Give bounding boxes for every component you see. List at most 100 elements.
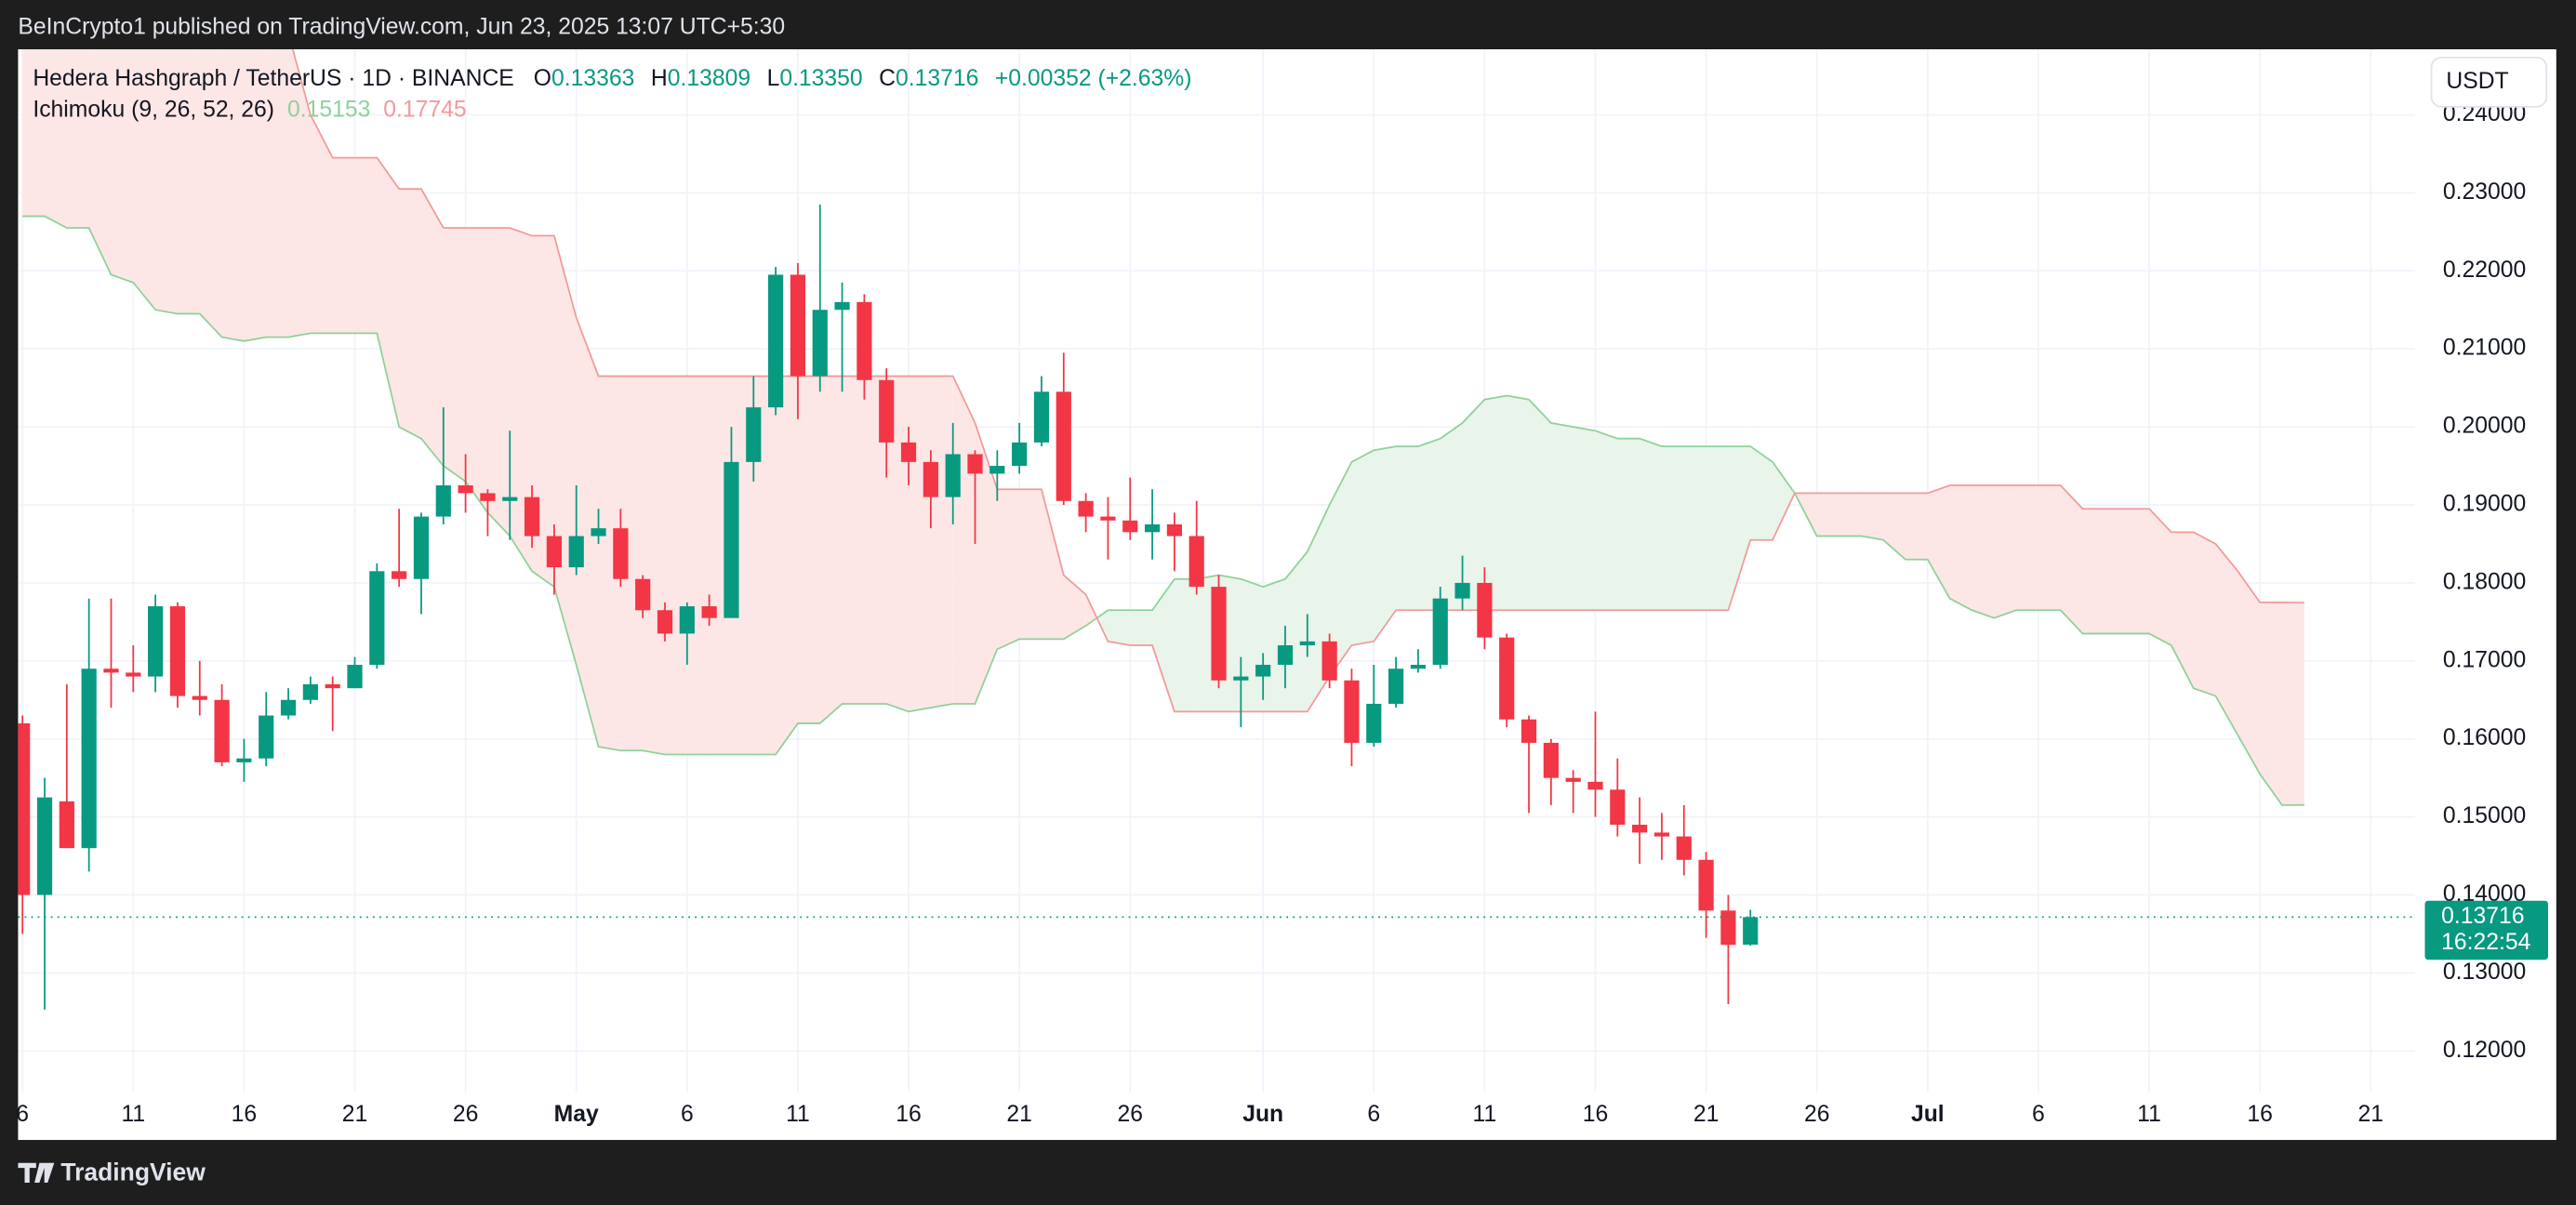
candle-body — [59, 801, 74, 849]
cloud-fill — [797, 376, 820, 723]
cloud-fill — [1816, 493, 1839, 536]
span-b-value: 0.17745 — [383, 97, 466, 122]
cloud-fill — [2060, 485, 2083, 634]
candle-body — [1632, 825, 1648, 833]
x-tick-label: May — [554, 1102, 599, 1127]
logo-icon — [18, 1162, 55, 1183]
y-tick-label: 0.13000 — [2443, 960, 2526, 985]
candle-body — [989, 466, 1005, 474]
candle-body — [657, 610, 673, 634]
cloud-fill — [1396, 446, 1418, 611]
indicator-name: Ichimoku — [33, 97, 125, 122]
cloud-fill — [310, 114, 333, 334]
x-tick-label: 16 — [232, 1102, 257, 1127]
cloud-fill — [2237, 571, 2261, 775]
cloud-fill — [1085, 594, 1097, 627]
cloud-fill — [2149, 509, 2171, 646]
candle-body — [524, 497, 540, 536]
cloud-fill — [1152, 578, 1175, 712]
cloud-fill — [1462, 399, 1485, 611]
cloud-fill — [199, 48, 222, 338]
cloud-fill — [111, 48, 134, 283]
cloud-fill — [1728, 446, 1751, 611]
cloud-fill — [399, 189, 421, 439]
candle-body — [1166, 523, 1182, 536]
cloud-fill — [2260, 602, 2282, 806]
cloud-fill — [2105, 509, 2128, 634]
cloud-fill — [332, 157, 355, 334]
candle-body — [1388, 669, 1404, 704]
candle-body — [236, 758, 252, 762]
cloud-fill — [1241, 578, 1264, 712]
candle-body — [435, 485, 451, 517]
cloud-fill — [776, 376, 798, 755]
cloud-fill — [2281, 602, 2304, 806]
candle-body — [1720, 910, 1736, 946]
candle-body — [18, 722, 31, 895]
cloud-fill — [1994, 485, 2017, 618]
candle-body — [392, 571, 407, 579]
candle-body — [259, 715, 274, 759]
currency-label[interactable]: USDT — [2446, 69, 2508, 94]
cloud-fill — [753, 376, 777, 755]
indicator-legend: Ichimoku (9, 26, 52, 26) 0.15153 0.17745 — [33, 97, 466, 122]
candle-body — [1233, 676, 1249, 681]
candle-body — [746, 407, 762, 462]
y-tick-label: 0.23000 — [2443, 179, 2526, 205]
cloud-fill — [1949, 485, 1972, 611]
y-tick-label: 0.18000 — [2443, 569, 2526, 594]
x-tick-label: 6 — [16, 1102, 29, 1127]
y-tick-label: 0.12000 — [2443, 1038, 2526, 1063]
candle-body — [1698, 859, 1714, 911]
high-key: H — [651, 65, 668, 90]
cloud-fill — [1661, 446, 1684, 611]
candle-body — [1188, 536, 1204, 588]
axes: 0.120000.130000.140000.150000.160000.170… — [16, 101, 2548, 1127]
candle-body — [103, 669, 119, 673]
cloud-fill — [465, 228, 488, 513]
cloud-fill — [1683, 446, 1706, 611]
cloud-fill — [952, 376, 976, 704]
cloud-fill — [1374, 446, 1397, 642]
cloud-fill — [2127, 509, 2150, 634]
candle-body — [1653, 832, 1670, 837]
candle-body — [591, 528, 606, 536]
candle-body — [1321, 641, 1337, 681]
cloud-fill — [133, 48, 156, 311]
candle-body — [1033, 391, 1050, 443]
cloud-fill — [221, 48, 245, 341]
candle-body — [679, 606, 695, 634]
candle-body — [635, 578, 651, 611]
candle-body — [879, 379, 895, 443]
candle-body — [856, 301, 872, 380]
candle-body — [1344, 680, 1360, 743]
candle-body — [413, 516, 430, 579]
cloud-fill — [1284, 551, 1308, 712]
cloud-fill — [1640, 438, 1662, 611]
x-tick-label: 6 — [1367, 1102, 1380, 1127]
candle-body — [1122, 520, 1138, 533]
cloud-fill — [819, 376, 843, 723]
cloud-fill — [1529, 399, 1551, 611]
x-tick-label: 26 — [453, 1102, 478, 1127]
symbol: Hedera Hashgraph / TetherUS · 1D · BINAN… — [33, 65, 513, 90]
cloud-fill — [1507, 395, 1530, 611]
candle-body — [1454, 582, 1470, 599]
candle-body — [81, 669, 97, 849]
x-tick-label: Jun — [1242, 1102, 1283, 1127]
y-tick-label: 0.20000 — [2443, 414, 2526, 439]
cloud-fill — [45, 48, 67, 229]
close-key: C — [879, 65, 896, 90]
ichimoku-cloud — [22, 48, 2304, 806]
y-tick-label: 0.21000 — [2443, 336, 2526, 361]
countdown-label: 16:22:54 — [2441, 930, 2530, 955]
candle-body — [900, 442, 917, 462]
candle-body — [1056, 391, 1071, 501]
currency-button[interactable] — [2430, 56, 2548, 108]
cloud-fill — [2171, 532, 2194, 689]
cloud-fill — [909, 376, 931, 712]
low-key: L — [767, 65, 780, 90]
x-tick-label: 11 — [1473, 1102, 1497, 1127]
low-value: 0.13350 — [779, 65, 862, 90]
